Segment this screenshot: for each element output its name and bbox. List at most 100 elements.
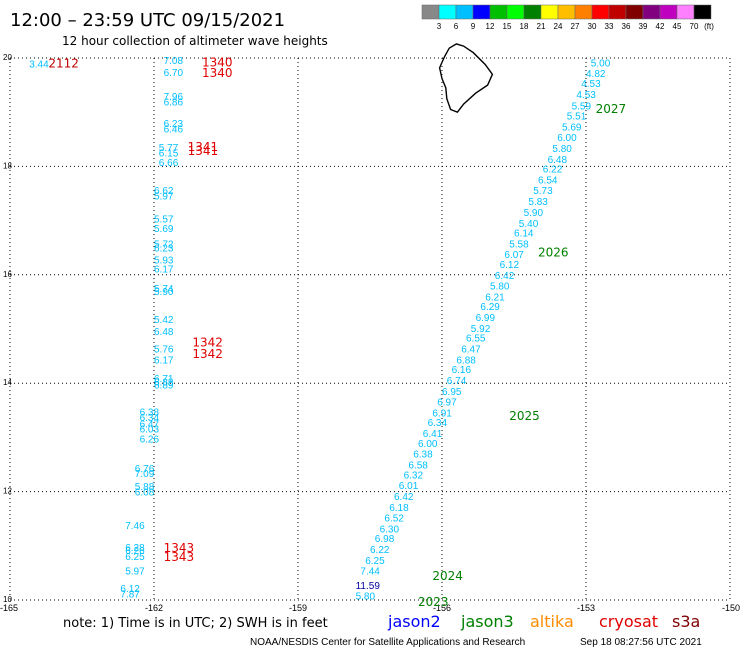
color-scale-swatch [608,4,627,20]
color-scale-label: 33 [605,22,614,31]
data-point-value: 5.80 [356,592,376,603]
x-tick-label: -165 [0,603,18,613]
data-point-value: 5.74 [154,284,174,295]
legend: jason2 jason3 altika cryosat s3a [387,612,700,631]
chart-title: 12:00 – 23:59 UTC 09/15/2021 [10,10,285,31]
color-scale-swatch [557,4,576,20]
data-point-value: 3.44 [29,59,49,70]
color-scale-swatch [625,4,644,20]
color-scale-label: 3 [437,22,442,31]
data-point-value: 6.22 [370,545,390,556]
data-point-value: 6.38 [140,407,160,418]
footer-note: note: 1) Time is in UTC; 2) SWH is in fe… [63,616,328,631]
color-scale-swatch [421,4,440,20]
y-tick-label: 14 [3,378,12,387]
data-point-value: 6.95 [442,387,462,398]
color-scale-swatch [693,4,712,20]
y-tick-label: 20 [3,53,12,62]
x-tick-label: -153 [577,603,595,613]
color-scale-label: 6 [454,22,459,31]
x-tick-label: -156 [433,603,451,613]
data-point-value: 6.28 [125,543,145,554]
data-point-value: 6.86 [164,97,184,108]
data-point-value: 6.12 [500,260,520,271]
data-point-value: 6.74 [447,376,467,387]
data-point-value: 5.73 [533,186,553,197]
data-point-value: 5.69 [154,224,174,235]
color-scale-label: 30 [588,22,597,31]
data-point-value: 6.17 [154,264,174,275]
color-scale-label: 15 [503,22,512,31]
axis-tick-labels: -165 -162 -159 -156 -153 -150 10 12 14 16 18 20 [0,53,740,613]
pass-id-label: 1343 [164,550,195,564]
data-point-value: 6.97 [437,398,457,409]
legend-item: jason3 [460,612,514,631]
island-outline [438,43,494,114]
data-point-value: 6.52 [384,514,404,525]
data-point-value: 6.32 [404,470,424,481]
color-scale-swatch [523,4,542,20]
data-point-value: 6.89 [154,380,174,391]
pass-id-label: 2025 [509,409,540,423]
data-point-value: 6.14 [514,229,534,240]
data-point-value: 4.53 [576,90,596,101]
data-point-value: 6.54 [538,175,558,186]
color-scale-swatch [642,4,661,20]
y-tick-label: 10 [3,595,12,604]
chart-subtitle: 12 hour collection of altimeter wave hei… [62,34,328,48]
data-point-value: 4.53 [581,79,601,90]
data-point-value: 6.47 [461,345,481,356]
data-point-value: 5.97 [154,192,174,203]
data-point-value: 6.42 [394,492,414,503]
data-point-value: 6.91 [432,409,452,420]
data-point-value: 6.30 [380,525,400,536]
color-scale-label: 39 [639,22,648,31]
color-scale-swatch [438,4,457,20]
data-point-value: 5.92 [471,324,491,335]
footer-timestamp: Sep 18 08:27:56 UTC 2021 [580,637,702,648]
color-scale-swatch [489,4,508,20]
color-scale-label: 45 [673,22,682,31]
pass-id-label: 1341 [188,144,219,158]
footer-credit: NOAA/NESDIS Center for Satellite Applica… [250,637,525,648]
data-point-value: 5.51 [567,112,587,123]
color-scale-swatch [676,4,695,20]
color-scale-swatch [506,4,525,20]
data-point-value: 6.76 [135,464,155,475]
data-point-value: 6.88 [154,378,174,389]
data-point-value: 5.59 [572,102,592,113]
data-point-value: 7.08 [164,56,184,67]
data-point-value: 6.21 [485,293,505,304]
data-point-value: 6.00 [418,439,438,450]
data-point-value: 5.42 [154,315,174,326]
data-point-value: 6.17 [154,355,174,366]
data-point-value: 6.34 [140,413,160,424]
data-point-value: 5.57 [154,214,174,225]
data-point-value: 6.41 [423,429,443,440]
color-scale-label: 70 [690,22,699,31]
pass-id-label: 1342 [192,347,223,361]
x-tick-label: -159 [289,603,307,613]
grid-lines [9,57,731,601]
data-point-value: 6.26 [140,435,160,446]
color-scale-label: 21 [537,22,546,31]
y-tick-label: 18 [3,161,12,170]
color-scale-swatch [472,4,491,20]
data-point-value: 7.09 [135,469,155,480]
data-point-value: 6.00 [557,133,577,144]
color-scale-swatch [540,4,559,20]
data-point-value: 5.88 [135,482,155,493]
data-point-value: 6.70 [164,68,184,79]
pass-id-label: 2027 [596,102,627,116]
pass-id-label: 1343 [164,541,195,555]
data-point-value: 6.15 [159,148,179,159]
data-point-value: 5.90 [524,208,544,219]
data-point-value: 6.29 [480,302,500,313]
legend-item: s3a [672,612,700,631]
data-point-value: 6.26 [125,546,145,557]
color-scale-swatch [591,4,610,20]
data-point-value: 5.72 [154,239,174,250]
data-point-value: 5.77 [159,143,179,154]
